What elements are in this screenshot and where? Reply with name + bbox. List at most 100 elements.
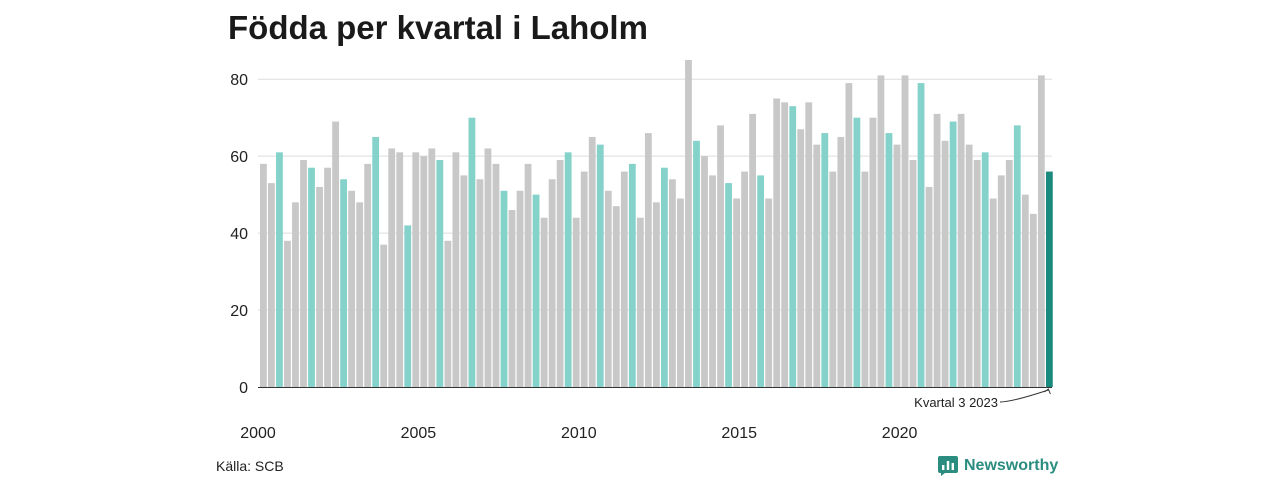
brand-name: Newsworthy [964, 457, 1059, 474]
bar [276, 152, 283, 387]
bar [693, 140, 700, 387]
bar [324, 167, 331, 387]
bar [540, 217, 548, 387]
bar [869, 117, 877, 388]
bar [821, 133, 829, 387]
bar [1037, 75, 1045, 387]
bar [564, 152, 572, 387]
bar [685, 60, 692, 387]
bar [853, 117, 861, 388]
bar [933, 113, 941, 387]
newsworthy-chart-icon [938, 456, 958, 476]
bar [572, 217, 580, 387]
bar [284, 240, 291, 387]
bar [733, 198, 740, 387]
bar [813, 144, 821, 387]
y-tick-label: 20 [230, 303, 248, 320]
bar [524, 163, 532, 387]
bar [580, 171, 588, 387]
bar [468, 117, 476, 388]
bar [308, 167, 315, 387]
x-tick-label: 2020 [882, 425, 918, 442]
bar [292, 202, 299, 387]
bar [765, 198, 773, 387]
bar [388, 148, 396, 387]
bar [741, 171, 748, 387]
annotation-arrow [999, 388, 1051, 403]
bar [957, 113, 965, 387]
bar [909, 160, 917, 387]
bar [997, 175, 1005, 387]
bar [701, 156, 708, 387]
bar [556, 160, 564, 387]
bar [1045, 171, 1053, 387]
x-tick-label: 2005 [401, 425, 437, 442]
bar [901, 75, 909, 387]
bar [396, 152, 404, 387]
bar [965, 144, 973, 387]
bar [620, 171, 628, 387]
bar [725, 183, 732, 387]
x-tick-label: 2015 [721, 425, 757, 442]
bar [516, 190, 524, 387]
bar [372, 136, 380, 387]
bar [669, 179, 676, 387]
bar [949, 121, 957, 387]
bar [861, 171, 869, 387]
bar [1005, 160, 1013, 387]
bar [717, 125, 724, 388]
bar [644, 133, 652, 387]
latest-quarter-annotation: Kvartal 3 2023 [914, 388, 1051, 410]
bar [661, 167, 668, 387]
bar [917, 83, 925, 388]
bar [588, 136, 596, 387]
bar [845, 83, 853, 388]
bars [260, 60, 1053, 388]
bar [1021, 194, 1029, 387]
bar [548, 179, 556, 387]
bar [805, 102, 813, 387]
bar [652, 202, 660, 387]
bar [444, 240, 452, 387]
bar [773, 98, 781, 388]
bar [364, 163, 372, 387]
bar [340, 179, 347, 387]
bar [781, 102, 789, 387]
bar [925, 186, 933, 387]
bar [484, 148, 492, 387]
y-tick-label: 80 [230, 72, 248, 89]
bar [300, 160, 307, 387]
source-note: Källa: SCB [216, 458, 284, 474]
bar [941, 140, 949, 387]
bar [476, 179, 484, 387]
bar [789, 106, 797, 387]
bar [989, 198, 997, 387]
bar [460, 175, 468, 387]
bar [428, 148, 436, 387]
bar [877, 75, 885, 387]
bar [404, 225, 412, 387]
bar [332, 121, 339, 387]
bar [604, 190, 612, 387]
bar [412, 152, 420, 387]
brand-logo[interactable]: Newsworthy [938, 456, 1058, 476]
bar [268, 183, 275, 387]
x-axis-ticks: 2000 2005 2010 2015 2020 [240, 425, 917, 442]
y-tick-label: 60 [230, 149, 248, 166]
bar [981, 152, 989, 387]
bar [677, 198, 684, 387]
bar [1029, 213, 1037, 387]
bar [829, 171, 837, 387]
bar [636, 217, 644, 387]
chart-title: Födda per kvartal i Laholm [228, 9, 648, 46]
bar [532, 194, 540, 387]
bar [492, 163, 500, 387]
bar [749, 113, 757, 387]
y-tick-label: 40 [230, 226, 248, 243]
bar [612, 206, 620, 387]
bar [837, 136, 845, 387]
bar [973, 160, 981, 387]
bar [452, 152, 460, 387]
bar [420, 156, 428, 387]
